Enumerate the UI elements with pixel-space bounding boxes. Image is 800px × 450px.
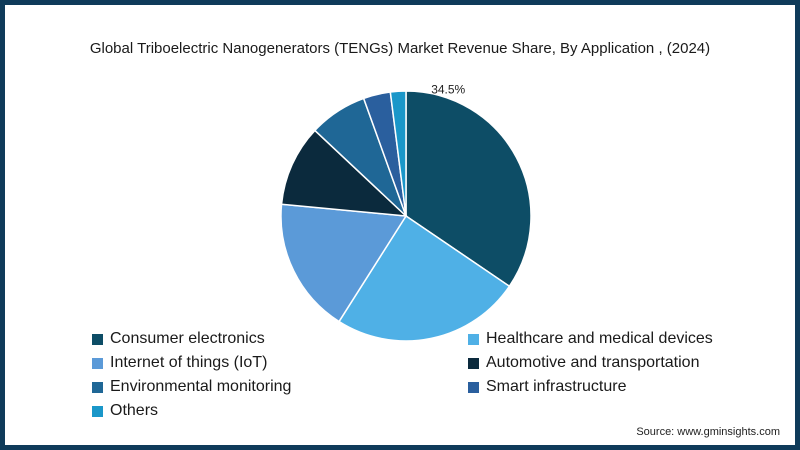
slice-data-label: 34.5%: [431, 82, 465, 96]
source-note: Source: www.gminsights.com: [636, 426, 780, 438]
pie-slice-automotive-and-transportation: [280, 129, 409, 217]
pie-slice-consumer-electronics: [405, 90, 532, 288]
pie-slice-internet-of-things-iot: [280, 203, 408, 323]
pie-slice-healthcare-and-medical-devices: [337, 214, 511, 342]
pie-slice-others: [389, 90, 407, 217]
chart-title: Global Triboelectric Nanogenerators (TEN…: [89, 40, 711, 57]
